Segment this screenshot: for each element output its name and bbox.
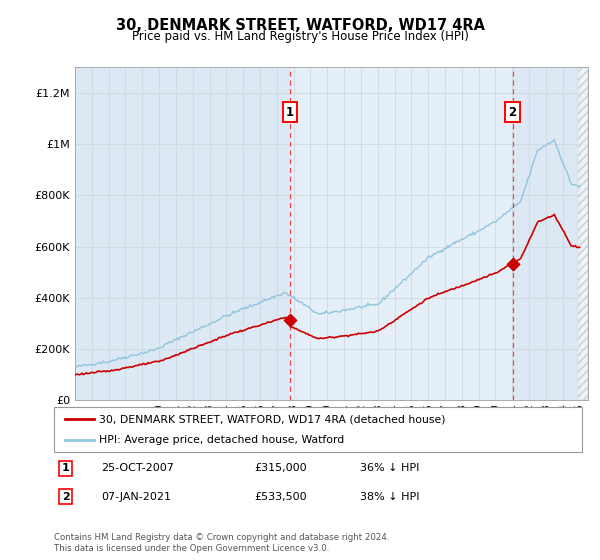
Text: 30, DENMARK STREET, WATFORD, WD17 4RA: 30, DENMARK STREET, WATFORD, WD17 4RA bbox=[115, 18, 485, 33]
Text: 2: 2 bbox=[62, 492, 70, 502]
Text: Contains HM Land Registry data © Crown copyright and database right 2024.
This d: Contains HM Land Registry data © Crown c… bbox=[54, 533, 389, 553]
Bar bbox=[578, 67, 588, 400]
Text: Price paid vs. HM Land Registry's House Price Index (HPI): Price paid vs. HM Land Registry's House … bbox=[131, 30, 469, 43]
Text: 36% ↓ HPI: 36% ↓ HPI bbox=[360, 464, 419, 473]
Text: 1: 1 bbox=[62, 464, 70, 473]
Point bbox=[508, 259, 517, 268]
Bar bbox=[290, 67, 512, 400]
FancyBboxPatch shape bbox=[54, 407, 582, 452]
Point bbox=[286, 315, 295, 324]
Text: 38% ↓ HPI: 38% ↓ HPI bbox=[360, 492, 420, 502]
Text: 30, DENMARK STREET, WATFORD, WD17 4RA (detached house): 30, DENMARK STREET, WATFORD, WD17 4RA (d… bbox=[99, 414, 445, 424]
Text: 1: 1 bbox=[286, 106, 294, 119]
Text: £315,000: £315,000 bbox=[254, 464, 307, 473]
Text: £533,500: £533,500 bbox=[254, 492, 307, 502]
Text: 07-JAN-2021: 07-JAN-2021 bbox=[101, 492, 172, 502]
Text: 2: 2 bbox=[509, 106, 517, 119]
Text: HPI: Average price, detached house, Watford: HPI: Average price, detached house, Watf… bbox=[99, 435, 344, 445]
Text: 25-OCT-2007: 25-OCT-2007 bbox=[101, 464, 175, 473]
